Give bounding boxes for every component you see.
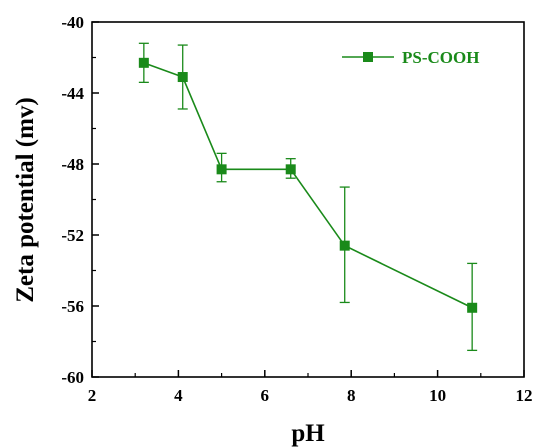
y-tick-label: -48 [61,155,84,174]
x-tick-label: 8 [347,386,356,405]
y-tick-label: -60 [61,368,84,387]
data-point [467,302,478,313]
data-point [339,240,350,251]
y-axis-title: Zeta potential (mv) [12,97,39,303]
data-points [138,57,478,313]
y-tick-label: -56 [61,297,84,316]
series-line [143,62,473,309]
data-point [177,72,188,83]
x-tick-label: 12 [516,386,533,405]
y-tick-label: -52 [61,226,84,245]
x-tick-label: 6 [261,386,270,405]
x-tick-label: 10 [429,386,446,405]
x-axis-title: pH [291,420,325,447]
plot-frame [91,21,525,378]
y-tick-label: -40 [61,13,84,32]
y-tick-label: -44 [61,84,84,103]
series-line-group [143,62,473,309]
legend-label: PS-COOH [402,48,479,67]
x-tick-label: 2 [88,386,97,405]
data-point [138,57,149,68]
legend: PS-COOH [342,48,479,67]
x-tick-label: 4 [174,386,183,405]
axis-ticks: 2 4 6 8 10 12 -60 -56 -52 -48 -44 -40 [61,13,532,405]
error-bars [138,42,478,352]
data-point [216,164,227,175]
legend-marker [363,52,373,62]
data-point [285,164,296,175]
